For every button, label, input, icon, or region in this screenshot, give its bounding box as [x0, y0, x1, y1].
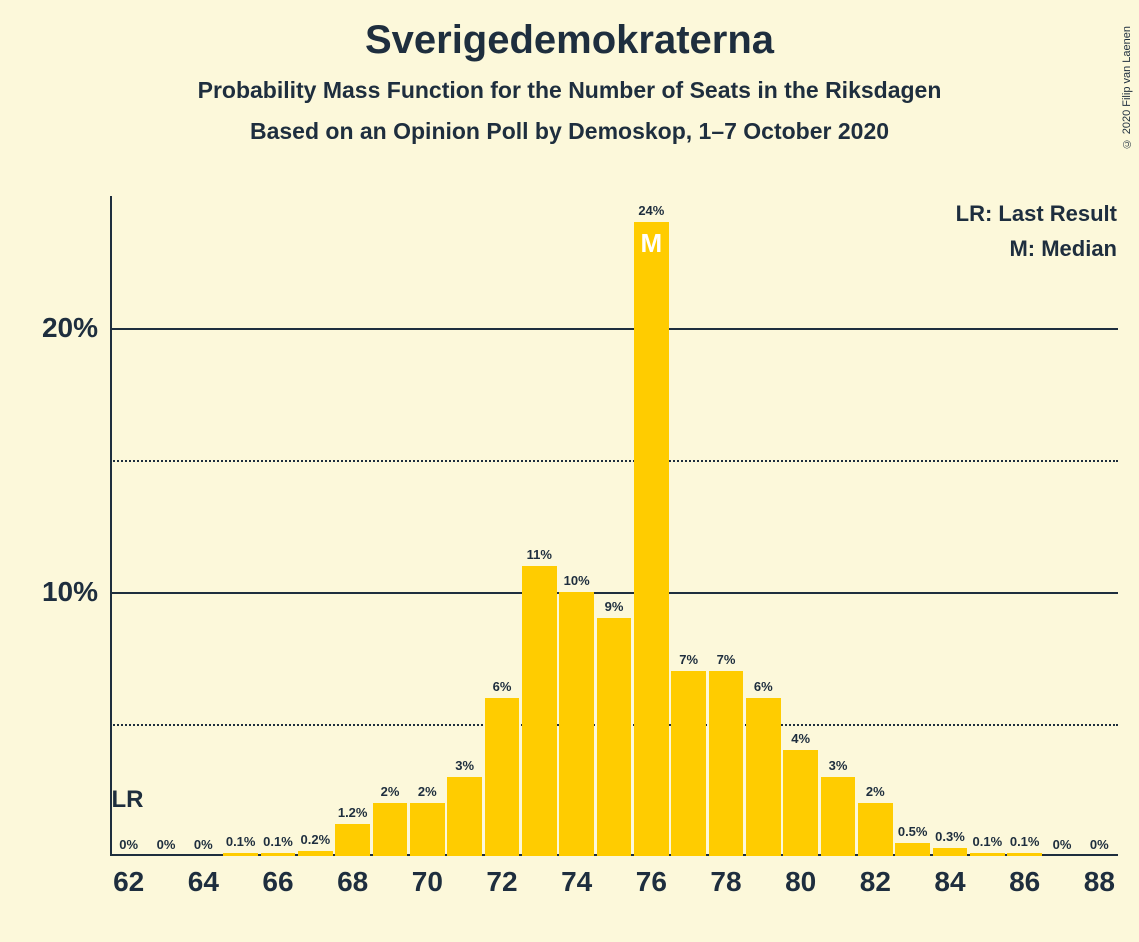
x-tick-label: 66 [262, 866, 293, 898]
bar: 6% [746, 698, 780, 856]
bar-value-label: 0% [157, 837, 176, 852]
bar-value-label: 7% [679, 652, 698, 667]
bar: 24%M [634, 222, 668, 856]
x-tick-label: 78 [710, 866, 741, 898]
chart-subtitle: Probability Mass Function for the Number… [0, 77, 1139, 104]
x-tick-label: 86 [1009, 866, 1040, 898]
bar: 0.1% [223, 853, 257, 856]
bar: 0.3% [933, 848, 967, 856]
bar: 2% [858, 803, 892, 856]
y-axis [110, 196, 112, 856]
bar-value-label: 11% [527, 547, 552, 562]
bar-value-label: 0% [1053, 837, 1072, 852]
x-tick-label: 80 [785, 866, 816, 898]
x-tick-label: 76 [636, 866, 667, 898]
bar: 2% [410, 803, 444, 856]
gridline [110, 592, 1118, 594]
bar: 0.1% [970, 853, 1004, 856]
x-tick-label: 72 [486, 866, 517, 898]
bar-value-label: 4% [791, 731, 810, 746]
bar-value-label: 0.1% [263, 834, 293, 849]
bar-value-label: 3% [829, 758, 848, 773]
bar: 11% [522, 566, 556, 856]
bar-value-label: 6% [754, 679, 773, 694]
x-tick-label: 88 [1084, 866, 1115, 898]
last-result-marker: LR [111, 786, 143, 814]
bar: 9% [597, 618, 631, 856]
bar-value-label: 0.1% [1010, 834, 1040, 849]
gridline [110, 460, 1118, 462]
bar-value-label: 0.3% [935, 829, 965, 844]
bar-value-label: 0.1% [973, 834, 1003, 849]
y-tick-label: 10% [42, 576, 98, 608]
chart-plot-area: 10%20%0%0%0%0.1%0.1%0.2%1.2%2%2%3%6%11%1… [110, 196, 1118, 856]
bar: 0.5% [895, 843, 929, 856]
median-marker: M [640, 228, 662, 259]
bar: 3% [447, 777, 481, 856]
bar-value-label: 0.2% [301, 832, 331, 847]
x-tick-label: 82 [860, 866, 891, 898]
bar-value-label: 2% [418, 784, 437, 799]
x-tick-label: 74 [561, 866, 592, 898]
x-tick-label: 62 [113, 866, 144, 898]
y-tick-label: 20% [42, 312, 98, 344]
bar-value-label: 6% [493, 679, 512, 694]
x-tick-label: 84 [934, 866, 965, 898]
bar-value-label: 0% [194, 837, 213, 852]
bar-value-label: 1.2% [338, 805, 368, 820]
bar-value-label: 0.1% [226, 834, 256, 849]
bar-value-label: 2% [381, 784, 400, 799]
chart-subtitle-2: Based on an Opinion Poll by Demoskop, 1–… [0, 118, 1139, 145]
bar-value-label: 0.5% [898, 824, 928, 839]
x-tick-label: 64 [188, 866, 219, 898]
gridline [110, 328, 1118, 330]
bar: 0.2% [298, 851, 332, 856]
bar: 4% [783, 750, 817, 856]
bar: 10% [559, 592, 593, 856]
x-tick-label: 70 [412, 866, 443, 898]
bar-value-label: 0% [1090, 837, 1109, 852]
bar-value-label: 7% [717, 652, 736, 667]
bar: 6% [485, 698, 519, 856]
chart-title: Sverigedemokraterna [0, 18, 1139, 63]
bar: 0.1% [261, 853, 295, 856]
bar-value-label: 2% [866, 784, 885, 799]
x-tick-label: 68 [337, 866, 368, 898]
bar-value-label: 9% [605, 599, 624, 614]
copyright-text: © 2020 Filip van Laenen [1121, 26, 1133, 149]
bar: 7% [709, 671, 743, 856]
bar-value-label: 10% [564, 573, 590, 588]
bar: 7% [671, 671, 705, 856]
bar: 0.1% [1007, 853, 1041, 856]
bar: 3% [821, 777, 855, 856]
bar-value-label: 0% [119, 837, 138, 852]
bar: 1.2% [335, 824, 369, 856]
bar: 2% [373, 803, 407, 856]
bar-value-label: 3% [455, 758, 474, 773]
bar-value-label: 24% [638, 203, 664, 218]
